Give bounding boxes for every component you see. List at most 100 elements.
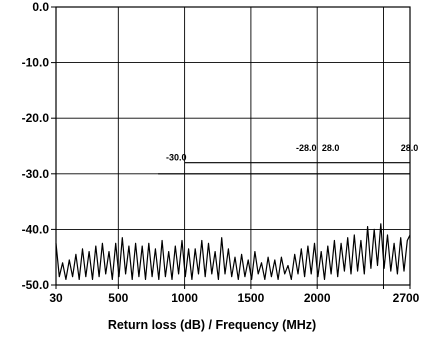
data-point: [75, 254, 77, 255]
data-point: [261, 262, 262, 264]
data-point: [208, 242, 209, 244]
data-point: [343, 270, 345, 272]
data-point: [360, 240, 362, 241]
data-point: [65, 279, 67, 280]
data-point: [264, 279, 266, 280]
data-point: [367, 226, 368, 228]
y-tick-label: -40.0: [22, 222, 50, 236]
data-point: [383, 267, 385, 269]
data-point: [387, 234, 388, 236]
data-point: [380, 223, 382, 225]
data-point: [324, 279, 325, 280]
data-point: [237, 279, 239, 280]
x-tick-label: 1500: [238, 291, 265, 305]
data-point: [241, 254, 243, 255]
data-point: [406, 240, 408, 241]
data-point: [181, 240, 183, 241]
annotation-label: 28.0: [401, 143, 419, 153]
data-point: [62, 262, 64, 264]
data-point: [151, 276, 153, 278]
data-point: [164, 276, 166, 278]
data-point: [234, 256, 236, 258]
data-point: [294, 254, 296, 255]
data-point: [158, 279, 160, 280]
data-point: [280, 256, 282, 258]
data-point: [168, 251, 170, 253]
data-point: [111, 279, 113, 280]
data-point: [307, 245, 309, 247]
data-point: [393, 242, 395, 244]
data-point: [221, 237, 223, 239]
data-point: [131, 279, 133, 280]
data-point: [135, 242, 136, 244]
data-point: [310, 273, 312, 275]
data-point: [78, 279, 80, 280]
x-tick-label: 30: [49, 291, 63, 305]
data-point: [115, 242, 117, 244]
annotation-label: 28.0: [322, 143, 340, 153]
data-point: [274, 259, 276, 261]
data-point: [350, 273, 352, 275]
x-tick-label: 2000: [304, 291, 331, 305]
series-group: [55, 223, 411, 280]
data-point: [247, 259, 249, 261]
data-point: [377, 265, 378, 266]
data-point: [353, 234, 355, 236]
data-point: [251, 279, 252, 280]
data-point: [95, 245, 97, 247]
data-point: [105, 273, 107, 275]
data-point: [68, 259, 70, 261]
data-point: [161, 240, 163, 241]
data-point: [397, 273, 398, 275]
x-tick-label: 1000: [171, 291, 198, 305]
data-point: [403, 270, 405, 272]
annotations: -30.0 -28.0 28.0 28.0: [166, 143, 418, 162]
data-point: [85, 276, 87, 278]
data-point: [148, 242, 150, 244]
data-point: [284, 273, 286, 275]
plot-border: [55, 6, 411, 286]
data-point: [141, 245, 143, 247]
data-point: [72, 276, 73, 278]
data-point: [297, 273, 299, 275]
data-point: [82, 248, 83, 250]
data-point: [171, 279, 173, 280]
data-point: [155, 248, 156, 250]
data-point: [327, 245, 329, 247]
data-point: [340, 242, 342, 244]
data-point: [214, 251, 216, 253]
data-point: [121, 237, 123, 239]
data-point: [400, 237, 402, 239]
data-point: [224, 273, 226, 275]
data-point: [277, 279, 279, 280]
x-tick-label: 2700: [393, 291, 420, 305]
data-point: [254, 251, 256, 253]
plot-frame: [55, 6, 411, 286]
data-point: [174, 245, 176, 247]
data-point: [102, 242, 103, 244]
y-tick-label: -10.0: [22, 56, 50, 70]
data-point: [178, 273, 180, 275]
data-point: [330, 273, 332, 275]
data-point: [257, 273, 259, 275]
data-point: [218, 279, 219, 280]
data-point: [304, 276, 305, 278]
data-point: [201, 240, 203, 241]
data-point: [227, 248, 229, 250]
annotation-label: -30.0: [166, 153, 187, 163]
data-point: [88, 251, 90, 253]
grid-lines: [51, 6, 411, 289]
data-point: [373, 229, 375, 230]
data-point: [194, 248, 196, 250]
data-point: [267, 256, 269, 258]
data-point: [370, 267, 372, 269]
data-point: [128, 245, 130, 247]
data-point: [287, 265, 289, 266]
annotation-label: -28.0: [296, 143, 317, 153]
data-point: [317, 276, 319, 278]
y-tick-labels: 0.0 -10.0 -20.0 -30.0 -40.0 -50.0: [22, 0, 50, 292]
x-tick-labels: 30 500 1000 1500 2000 2700: [49, 291, 419, 305]
data-point: [357, 270, 359, 272]
